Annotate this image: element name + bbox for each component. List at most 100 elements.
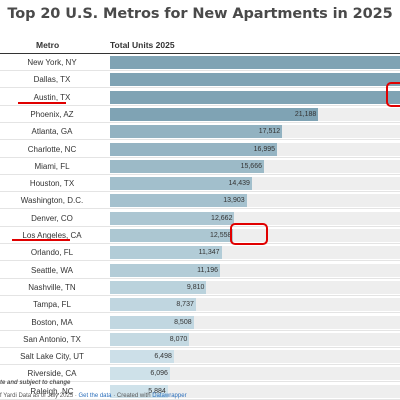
row-separator <box>0 156 400 158</box>
chart-row-miami-fl: Miami, FL 15,666 <box>0 158 400 175</box>
row-separator <box>0 139 400 141</box>
chart-row-charlotte-nc: Charlotte, NC 16,995 <box>0 141 400 158</box>
row-separator <box>0 191 400 193</box>
underline-annotation-austin <box>18 101 66 104</box>
bar <box>110 194 247 208</box>
bar-value-label: 11,196 <box>197 266 219 274</box>
row-separator <box>0 87 400 89</box>
bar <box>110 384 168 398</box>
bar-value-label: 14,439 <box>228 180 250 188</box>
underline-annotation-los-angeles <box>12 239 70 241</box>
chart-row-raleigh-nc: Raleigh, NC 5,884 <box>0 383 400 400</box>
row-separator <box>0 243 400 244</box>
bar <box>110 315 194 329</box>
metro-label: Seattle, WA <box>31 265 73 275</box>
chart-row-san-antonio-tx: San Antonio, TX 8,070 <box>0 331 400 348</box>
bar <box>110 332 190 346</box>
bar-value-label: 9,810 <box>186 283 205 291</box>
metro-label: Raleigh, NC <box>30 386 74 396</box>
row-separator <box>0 104 400 106</box>
bar-value-label: 5,884 <box>148 387 166 395</box>
metro-label: New York, NY <box>27 58 77 67</box>
bar-value-label: 12,558 <box>210 232 232 239</box>
created-with-text: · Created with <box>111 393 153 399</box>
bar <box>110 280 207 294</box>
chart-row-phoenix-az: Phoenix, AZ 21,188 <box>0 106 400 123</box>
bar <box>110 263 221 277</box>
row-separator <box>0 381 400 383</box>
metro-label: Houston, TX <box>29 179 75 189</box>
column-header-metro: Metro <box>36 40 60 50</box>
metro-label: Orlando, FL <box>30 248 74 258</box>
chart-row-boston-ma: Boston, MA 8,508 <box>0 314 400 331</box>
chart-row-los-angeles-ca: Los Angeles, CA 12,558 <box>0 227 400 244</box>
bar-value-label: 8,737 <box>176 301 194 309</box>
chart-row-houston-tx: Houston, TX 14,439 <box>0 175 400 193</box>
chart-row-austin-tx: Austin, TX <box>0 89 400 106</box>
chart-row-salt-lake-city-ut: Salt Lake City, UT 6,498 <box>0 348 400 366</box>
chart-title: Top 20 U.S. Metros for New Apartments in… <box>7 6 393 22</box>
bar <box>110 56 400 69</box>
metro-label: Boston, MA <box>31 317 73 327</box>
metro-label: Miami, FL <box>34 161 70 171</box>
bar <box>110 90 400 104</box>
bar <box>110 177 252 191</box>
bar-value-label: 17,512 <box>258 128 281 136</box>
bar <box>110 125 283 139</box>
chart-row-new-york-ny: New York, NY <box>0 54 400 71</box>
datawrapper-link[interactable]: Datawrapper <box>152 393 187 399</box>
chart-row-denver-co: Denver, CO 12,662 <box>0 210 400 227</box>
bar <box>110 367 170 381</box>
bar <box>110 246 222 260</box>
source-line: f Yardi Data as of July 2025 · Get the d… <box>0 393 187 399</box>
header-divider <box>0 53 400 54</box>
metro-label: Charlotte, NC <box>27 144 77 154</box>
row-separator <box>0 294 400 296</box>
bar <box>110 229 234 242</box>
footnote: te and subject to change <box>0 380 71 386</box>
metro-label: Phoenix, AZ <box>30 109 74 119</box>
bar-track <box>110 367 400 381</box>
row-separator <box>0 329 400 331</box>
row-separator <box>0 225 400 227</box>
bar-track <box>110 350 400 364</box>
chart-row-tampa-fl: Tampa, FL 8,737 <box>0 296 400 314</box>
bar-value-label: 8,070 <box>169 335 188 343</box>
chart-row-nashville-tn: Nashville, TN 9,810 <box>0 279 400 296</box>
metro-label: Denver, CO <box>31 213 73 223</box>
bar <box>110 107 319 121</box>
metro-label: San Antonio, TX <box>23 334 81 344</box>
row-separator <box>0 346 400 348</box>
row-separator <box>0 260 400 262</box>
chart-row-washington-d-c: Washington, D.C. 13,903 <box>0 192 400 210</box>
get-data-link[interactable]: Get the data <box>78 393 112 399</box>
bar-value-label: 6,498 <box>154 353 172 361</box>
row-separator <box>0 70 400 71</box>
bar-value-label: 16,995 <box>253 145 276 153</box>
chart-row-dallas-tx: Dallas, TX <box>0 71 400 89</box>
bar-value-label: 6,096 <box>150 370 168 378</box>
column-header-units: Total Units 2025 <box>110 40 175 50</box>
bar-track <box>110 384 400 398</box>
row-separator <box>0 277 400 279</box>
bar <box>110 142 278 156</box>
bar <box>110 211 235 225</box>
metro-label: Tampa, FL <box>33 300 71 310</box>
chart-row-atlanta-ga: Atlanta, GA 17,512 <box>0 123 400 141</box>
chart-row-orlando-fl: Orlando, FL 11,347 <box>0 244 400 262</box>
metro-label: Nashville, TN <box>28 282 76 292</box>
metro-label: Dallas, TX <box>33 75 71 85</box>
bar-value-label: 13,903 <box>223 197 245 205</box>
bar <box>110 350 174 364</box>
metro-label: Los Angeles, CA <box>22 231 82 240</box>
source-text: f Yardi Data as of July 2025 · <box>0 393 79 399</box>
bar <box>110 73 400 87</box>
chart-row-riverside-ca: Riverside, CA 6,096 <box>0 365 400 383</box>
chart-row-seattle-wa: Seattle, WA 11,196 <box>0 262 400 279</box>
metro-label: Riverside, CA <box>27 369 77 379</box>
metro-label: Salt Lake City, UT <box>20 352 84 362</box>
row-separator <box>0 173 400 175</box>
row-separator <box>0 312 400 314</box>
bar <box>110 298 196 312</box>
bar-value-label: 12,662 <box>211 214 233 222</box>
